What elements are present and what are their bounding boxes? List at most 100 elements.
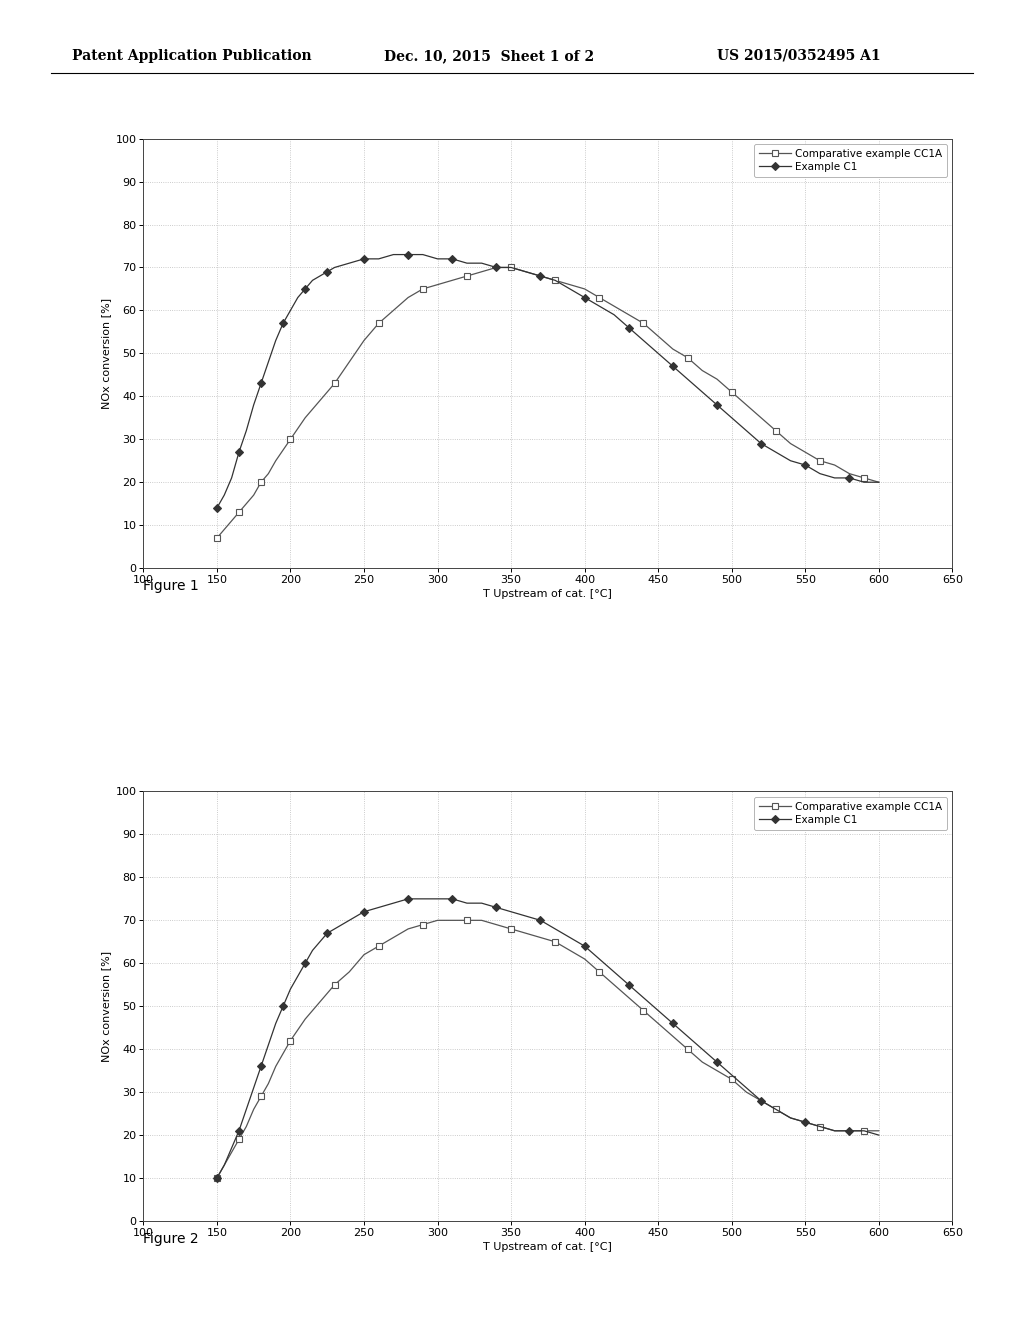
Comparative example CC1A — [784, 1110, 797, 1126]
Comparative example CC1A — [402, 289, 415, 305]
Text: Figure 1: Figure 1 — [143, 578, 199, 593]
Comparative example CC1A — [417, 916, 429, 932]
Comparative example CC1A — [218, 1158, 230, 1173]
Comparative example CC1A — [637, 315, 649, 331]
Example C1 — [637, 333, 649, 348]
Text: Figure 2: Figure 2 — [143, 1232, 199, 1246]
Comparative example CC1A — [681, 350, 693, 366]
Comparative example CC1A — [828, 1123, 841, 1139]
Text: Dec. 10, 2015  Sheet 1 of 2: Dec. 10, 2015 Sheet 1 of 2 — [384, 49, 594, 63]
Comparative example CC1A — [696, 1055, 709, 1071]
Comparative example CC1A — [740, 1084, 753, 1100]
Legend: Comparative example CC1A, Example C1: Comparative example CC1A, Example C1 — [754, 144, 947, 177]
Comparative example CC1A — [431, 277, 443, 293]
Comparative example CC1A — [726, 1072, 738, 1088]
X-axis label: T Upstream of cat. [°C]: T Upstream of cat. [°C] — [483, 589, 612, 599]
Comparative example CC1A — [241, 496, 253, 512]
Comparative example CC1A — [667, 1028, 679, 1044]
Comparative example CC1A — [755, 1093, 767, 1109]
Comparative example CC1A — [343, 964, 355, 979]
Comparative example CC1A — [652, 1015, 665, 1031]
Comparative example CC1A — [549, 933, 561, 949]
Comparative example CC1A — [799, 1114, 811, 1130]
Y-axis label: NOx conversion [%]: NOx conversion [%] — [101, 298, 112, 409]
Example C1 — [387, 895, 399, 911]
Example C1 — [579, 939, 591, 954]
Comparative example CC1A — [843, 1123, 855, 1139]
Comparative example CC1A — [872, 1123, 885, 1139]
Comparative example CC1A — [461, 268, 473, 284]
Comparative example CC1A — [248, 487, 260, 503]
Comparative example CC1A — [373, 315, 385, 331]
Comparative example CC1A — [814, 453, 826, 469]
Example C1 — [276, 998, 289, 1014]
Example C1 — [564, 281, 577, 297]
Comparative example CC1A — [343, 354, 355, 370]
Example C1 — [637, 990, 649, 1006]
Example C1 — [872, 474, 885, 490]
Comparative example CC1A — [564, 942, 577, 958]
Comparative example CC1A — [225, 513, 238, 529]
Comparative example CC1A — [248, 1101, 260, 1117]
Comparative example CC1A — [490, 260, 503, 276]
Comparative example CC1A — [262, 466, 274, 482]
Comparative example CC1A — [579, 952, 591, 968]
Comparative example CC1A — [814, 1118, 826, 1134]
Comparative example CC1A — [255, 474, 267, 490]
Comparative example CC1A — [726, 384, 738, 400]
Comparative example CC1A — [505, 921, 517, 937]
Comparative example CC1A — [519, 925, 531, 941]
Comparative example CC1A — [329, 977, 341, 993]
Comparative example CC1A — [593, 289, 605, 305]
Comparative example CC1A — [608, 298, 621, 314]
Comparative example CC1A — [211, 1170, 223, 1185]
Text: Patent Application Publication: Patent Application Publication — [72, 49, 311, 63]
Comparative example CC1A — [387, 929, 399, 945]
Comparative example CC1A — [269, 1059, 282, 1074]
Comparative example CC1A — [269, 453, 282, 469]
Comparative example CC1A — [299, 411, 311, 426]
Comparative example CC1A — [225, 1144, 238, 1160]
Comparative example CC1A — [299, 1011, 311, 1027]
Example C1 — [211, 1170, 223, 1185]
Example C1 — [872, 1127, 885, 1143]
Comparative example CC1A — [255, 1089, 267, 1105]
Comparative example CC1A — [373, 939, 385, 954]
Comparative example CC1A — [475, 912, 487, 928]
Example C1 — [276, 315, 289, 331]
Comparative example CC1A — [387, 302, 399, 318]
X-axis label: T Upstream of cat. [°C]: T Upstream of cat. [°C] — [483, 1242, 612, 1253]
Comparative example CC1A — [858, 470, 870, 486]
Comparative example CC1A — [535, 268, 547, 284]
Line: Comparative example CC1A: Comparative example CC1A — [214, 917, 882, 1181]
Example C1 — [535, 912, 547, 928]
Comparative example CC1A — [218, 521, 230, 537]
Comparative example CC1A — [535, 929, 547, 945]
Comparative example CC1A — [770, 422, 782, 438]
Comparative example CC1A — [637, 1003, 649, 1019]
Comparative example CC1A — [357, 946, 370, 962]
Comparative example CC1A — [608, 977, 621, 993]
Example C1 — [579, 289, 591, 305]
Comparative example CC1A — [799, 445, 811, 461]
Comparative example CC1A — [232, 504, 245, 520]
Comparative example CC1A — [579, 281, 591, 297]
Y-axis label: NOx conversion [%]: NOx conversion [%] — [101, 950, 112, 1061]
Comparative example CC1A — [285, 432, 297, 447]
Comparative example CC1A — [784, 436, 797, 451]
Comparative example CC1A — [402, 921, 415, 937]
Comparative example CC1A — [232, 1131, 245, 1147]
Text: US 2015/0352495 A1: US 2015/0352495 A1 — [717, 49, 881, 63]
Comparative example CC1A — [446, 912, 459, 928]
Comparative example CC1A — [313, 994, 326, 1010]
Comparative example CC1A — [623, 990, 635, 1006]
Example C1 — [564, 929, 577, 945]
Comparative example CC1A — [652, 329, 665, 345]
Comparative example CC1A — [696, 363, 709, 379]
Example C1 — [402, 891, 415, 907]
Comparative example CC1A — [211, 531, 223, 546]
Comparative example CC1A — [490, 916, 503, 932]
Comparative example CC1A — [431, 912, 443, 928]
Comparative example CC1A — [505, 260, 517, 276]
Comparative example CC1A — [329, 375, 341, 391]
